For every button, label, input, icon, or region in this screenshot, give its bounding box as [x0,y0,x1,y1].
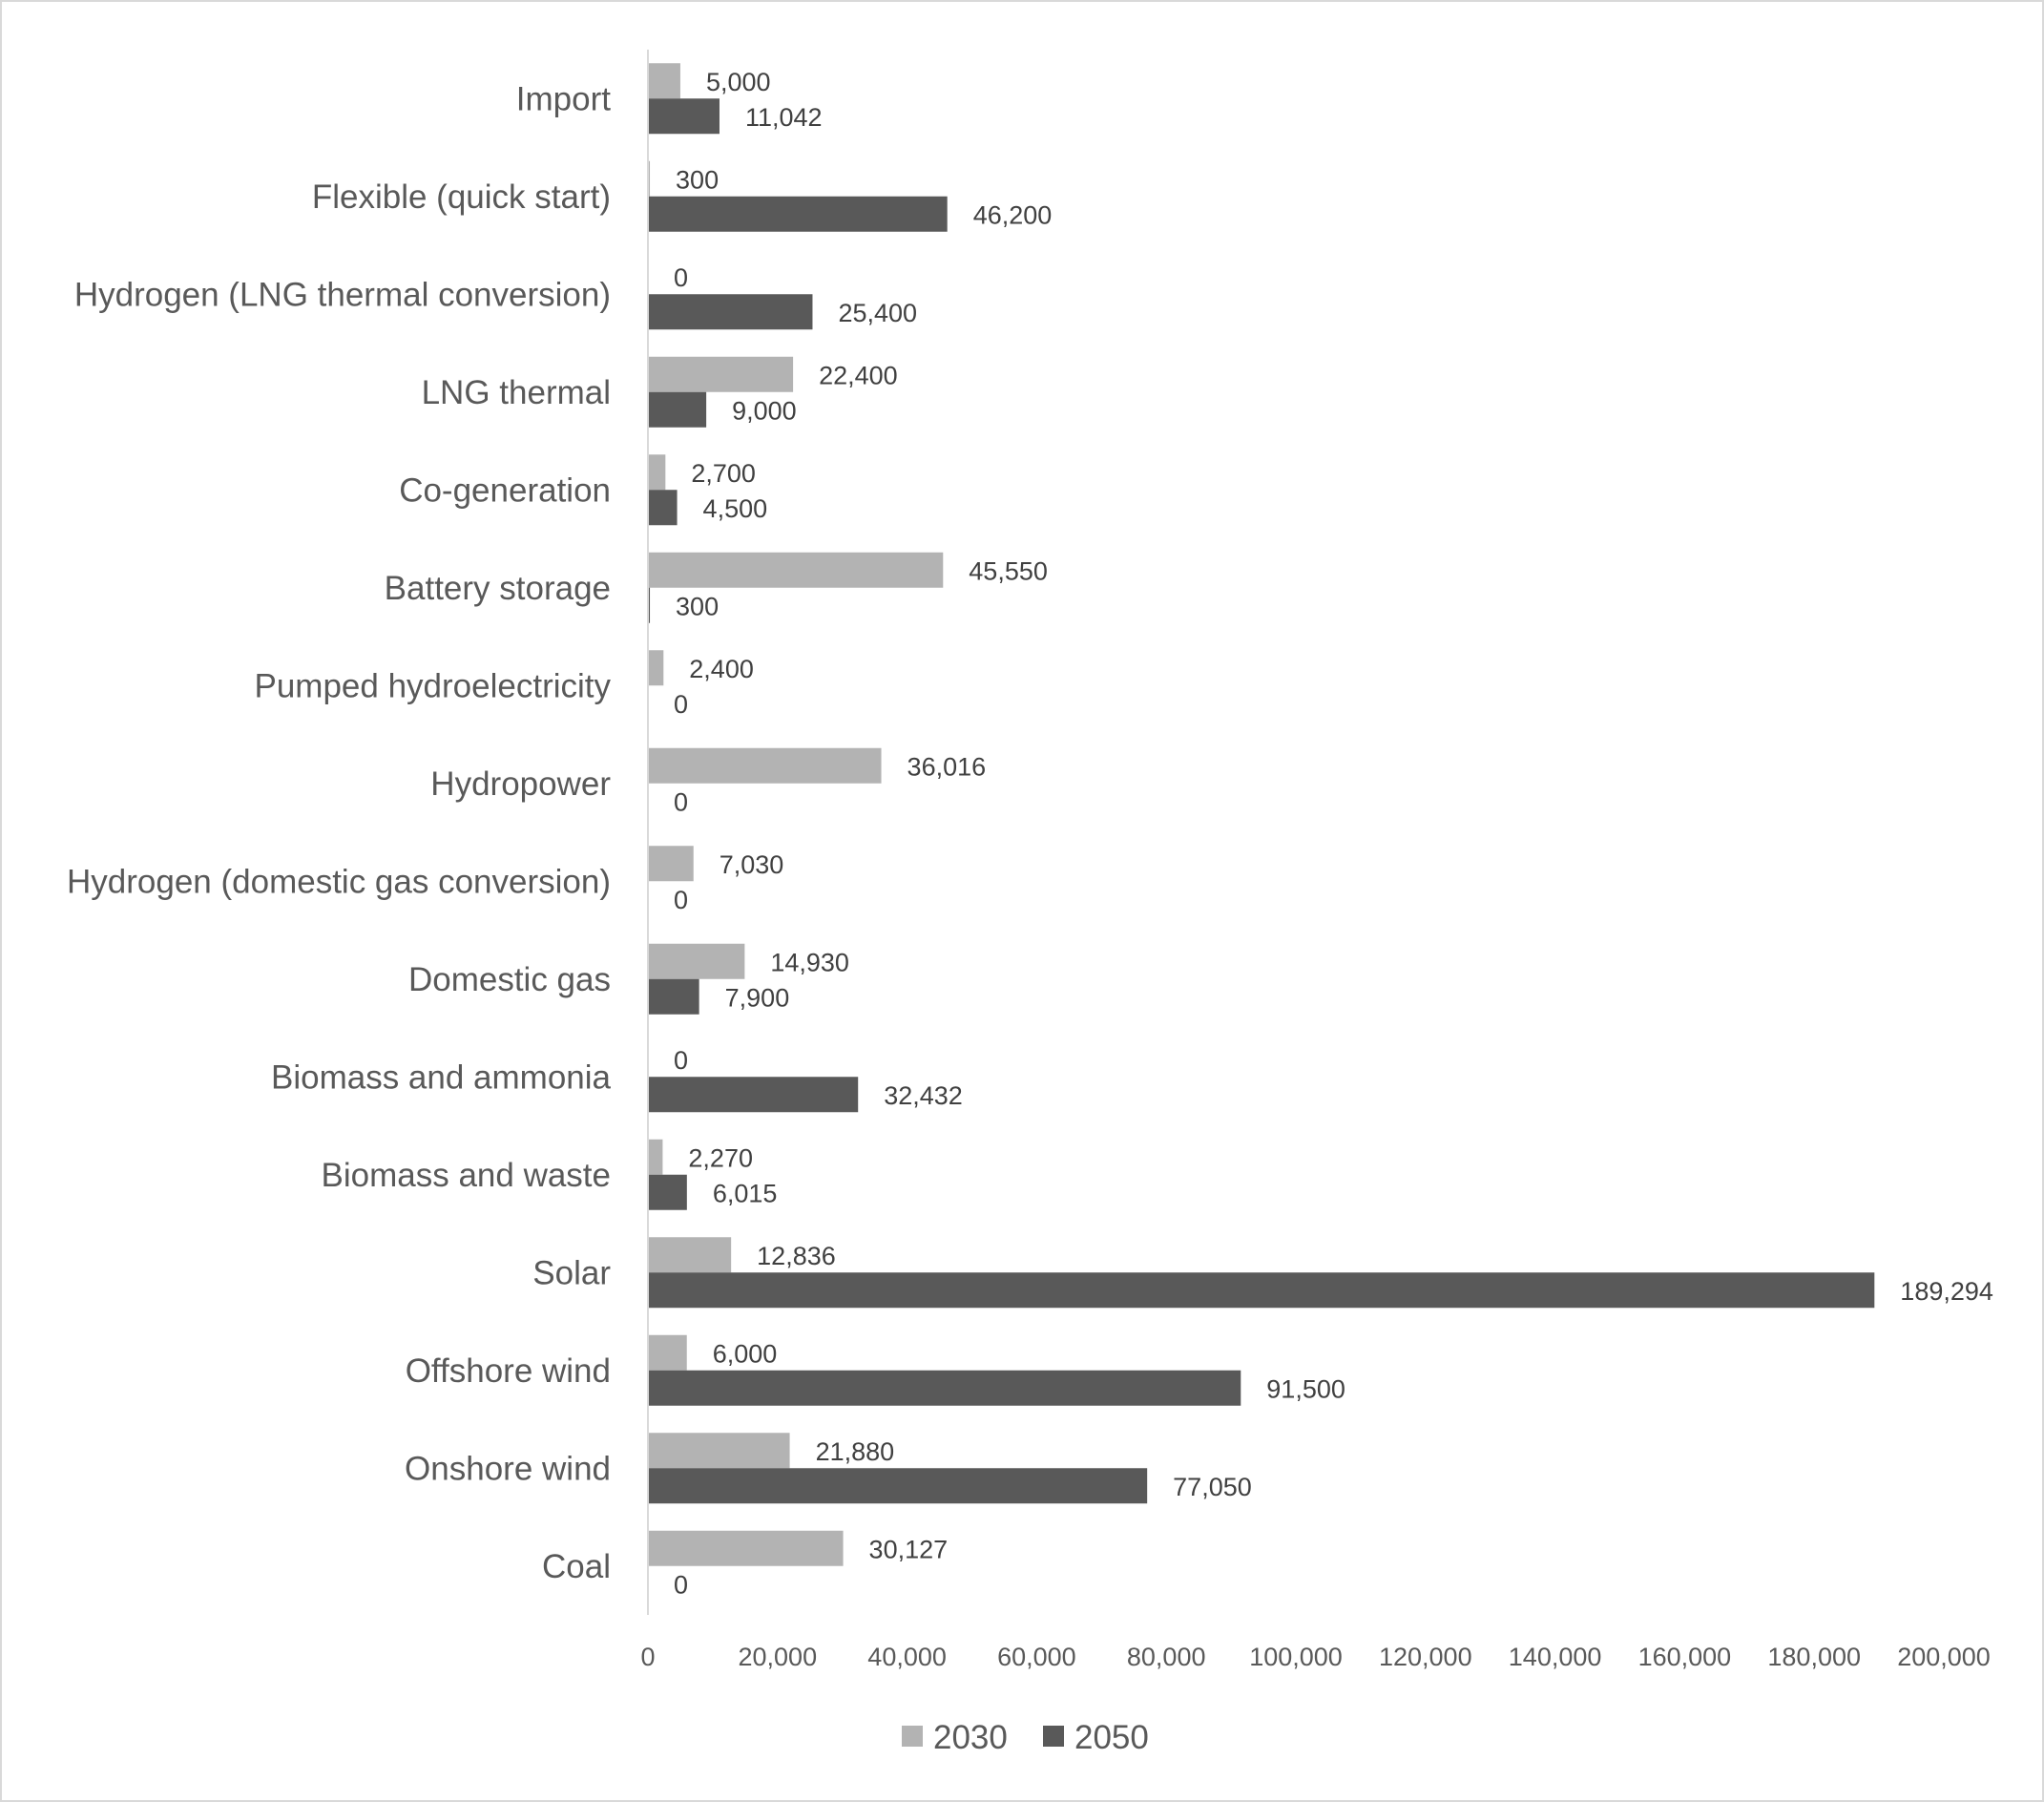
category-label: Battery storage [385,570,611,607]
data-label-2050: 91,500 [1266,1374,1345,1403]
data-label-2050: 32,432 [884,1081,963,1110]
data-label-2050: 7,900 [725,983,790,1012]
x-tick-label: 60,000 [997,1643,1076,1671]
data-label-2050: 77,050 [1173,1473,1252,1501]
category-labels: Import Flexible (quick start) Hydrogen (LN… [67,80,612,1585]
legend-label-2030: 2030 [933,1719,1008,1756]
category-label: Flexible (quick start) [312,178,611,216]
category-label: Biomass and ammonia [271,1058,612,1096]
x-tick-label: 20,000 [739,1643,818,1671]
data-label-2030: 300 [676,165,719,194]
legend-swatch-2030 [902,1726,923,1747]
category-label: Hydrogen (LNG thermal conversion) [74,276,611,313]
bar-2030 [648,747,882,784]
bar-2050 [648,294,813,330]
data-label-2050: 46,200 [973,200,1053,229]
bar-2030 [648,63,680,99]
x-tick-label: 40,000 [867,1643,947,1671]
category-label: Hydropower [430,765,611,803]
data-label-2050: 4,500 [703,494,768,523]
bar-2050 [648,1272,1875,1309]
category-label: Offshore wind [406,1352,611,1390]
data-label-2050: 25,400 [838,299,917,327]
data-label-2050: 300 [676,592,719,620]
x-tick-label: 100,000 [1249,1643,1343,1671]
category-label: Solar [532,1254,611,1291]
x-tick-label: 140,000 [1509,1643,1602,1671]
x-axis-ticks: 0 20,000 40,000 60,000 80,000 100,000 120,000 1… [640,1643,1990,1671]
category-label: Hydrogen (domestic gas conversion) [67,863,611,900]
legend-swatch-2050 [1043,1726,1064,1747]
data-label-2050: 11,042 [745,103,823,132]
data-label-2030: 2,270 [688,1143,753,1172]
data-label-2050: 0 [674,787,688,816]
bars-layer: 5,000 11,042 300 46,200 0 25,400 22,400 9,000 2,… [648,63,1993,1599]
data-label-2050: 9,000 [732,396,797,425]
bar-2050 [648,1370,1241,1406]
bar-2050 [648,1077,859,1113]
bar-2030 [648,650,664,686]
data-label-2050: 6,015 [713,1179,778,1207]
data-label-2030: 22,400 [819,361,898,389]
bar-2030 [648,1334,687,1371]
x-tick-label: 160,000 [1638,1643,1732,1671]
bar-2030 [648,1530,844,1566]
bar-2030 [648,1433,790,1469]
category-label: Domestic gas [408,961,611,998]
data-label-2030: 21,880 [816,1437,895,1466]
bar-2030 [648,1139,663,1175]
bar-2030 [648,454,666,491]
data-label-2030: 12,836 [757,1242,836,1270]
bar-2050 [648,98,720,135]
data-label-2050: 0 [674,690,688,719]
data-label-2030: 30,127 [869,1535,949,1563]
data-label-2030: 0 [674,263,688,292]
category-label: Biomass and waste [322,1157,611,1194]
data-label-2030: 2,400 [689,655,754,683]
legend-label-2050: 2050 [1074,1719,1149,1756]
bar-2050 [648,490,678,526]
data-label-2030: 0 [674,1046,688,1075]
bar-2030 [648,1237,732,1273]
data-label-2050: 189,294 [1900,1277,1993,1306]
data-label-2030: 7,030 [720,850,784,879]
bar-2030 [648,943,745,979]
data-label-2030: 2,700 [691,459,756,488]
bar-2050 [648,587,651,623]
data-label-2050: 0 [674,1570,688,1599]
category-label: Pumped hydroelectricity [255,667,612,704]
x-tick-label: 200,000 [1897,1643,1991,1671]
bar-2050 [648,1174,687,1210]
bar-2030 [648,356,794,392]
data-label-2030: 6,000 [713,1339,778,1368]
bar-2050 [648,978,699,1015]
data-label-2030: 5,000 [706,68,771,96]
x-tick-label: 120,000 [1379,1643,1472,1671]
bar-2050 [648,196,948,232]
category-label: Onshore wind [405,1450,611,1487]
x-tick-label: 80,000 [1127,1643,1206,1671]
data-label-2050: 0 [674,886,688,914]
bar-2050 [648,391,707,428]
bar-2030 [648,846,694,882]
category-label: Coal [542,1548,611,1585]
category-label: Co-generation [399,471,611,509]
data-label-2030: 45,550 [969,556,1048,585]
bar-2030 [648,160,651,197]
bar-2050 [648,1468,1148,1504]
category-label: Import [516,80,611,117]
bar-2030 [648,552,944,588]
data-label-2030: 36,016 [907,752,987,781]
data-label-2030: 14,930 [770,948,849,976]
category-label: LNG thermal [422,374,611,411]
x-tick-label: 0 [640,1643,655,1671]
x-tick-label: 180,000 [1767,1643,1861,1671]
legend: 2030 2050 [902,1719,1149,1756]
